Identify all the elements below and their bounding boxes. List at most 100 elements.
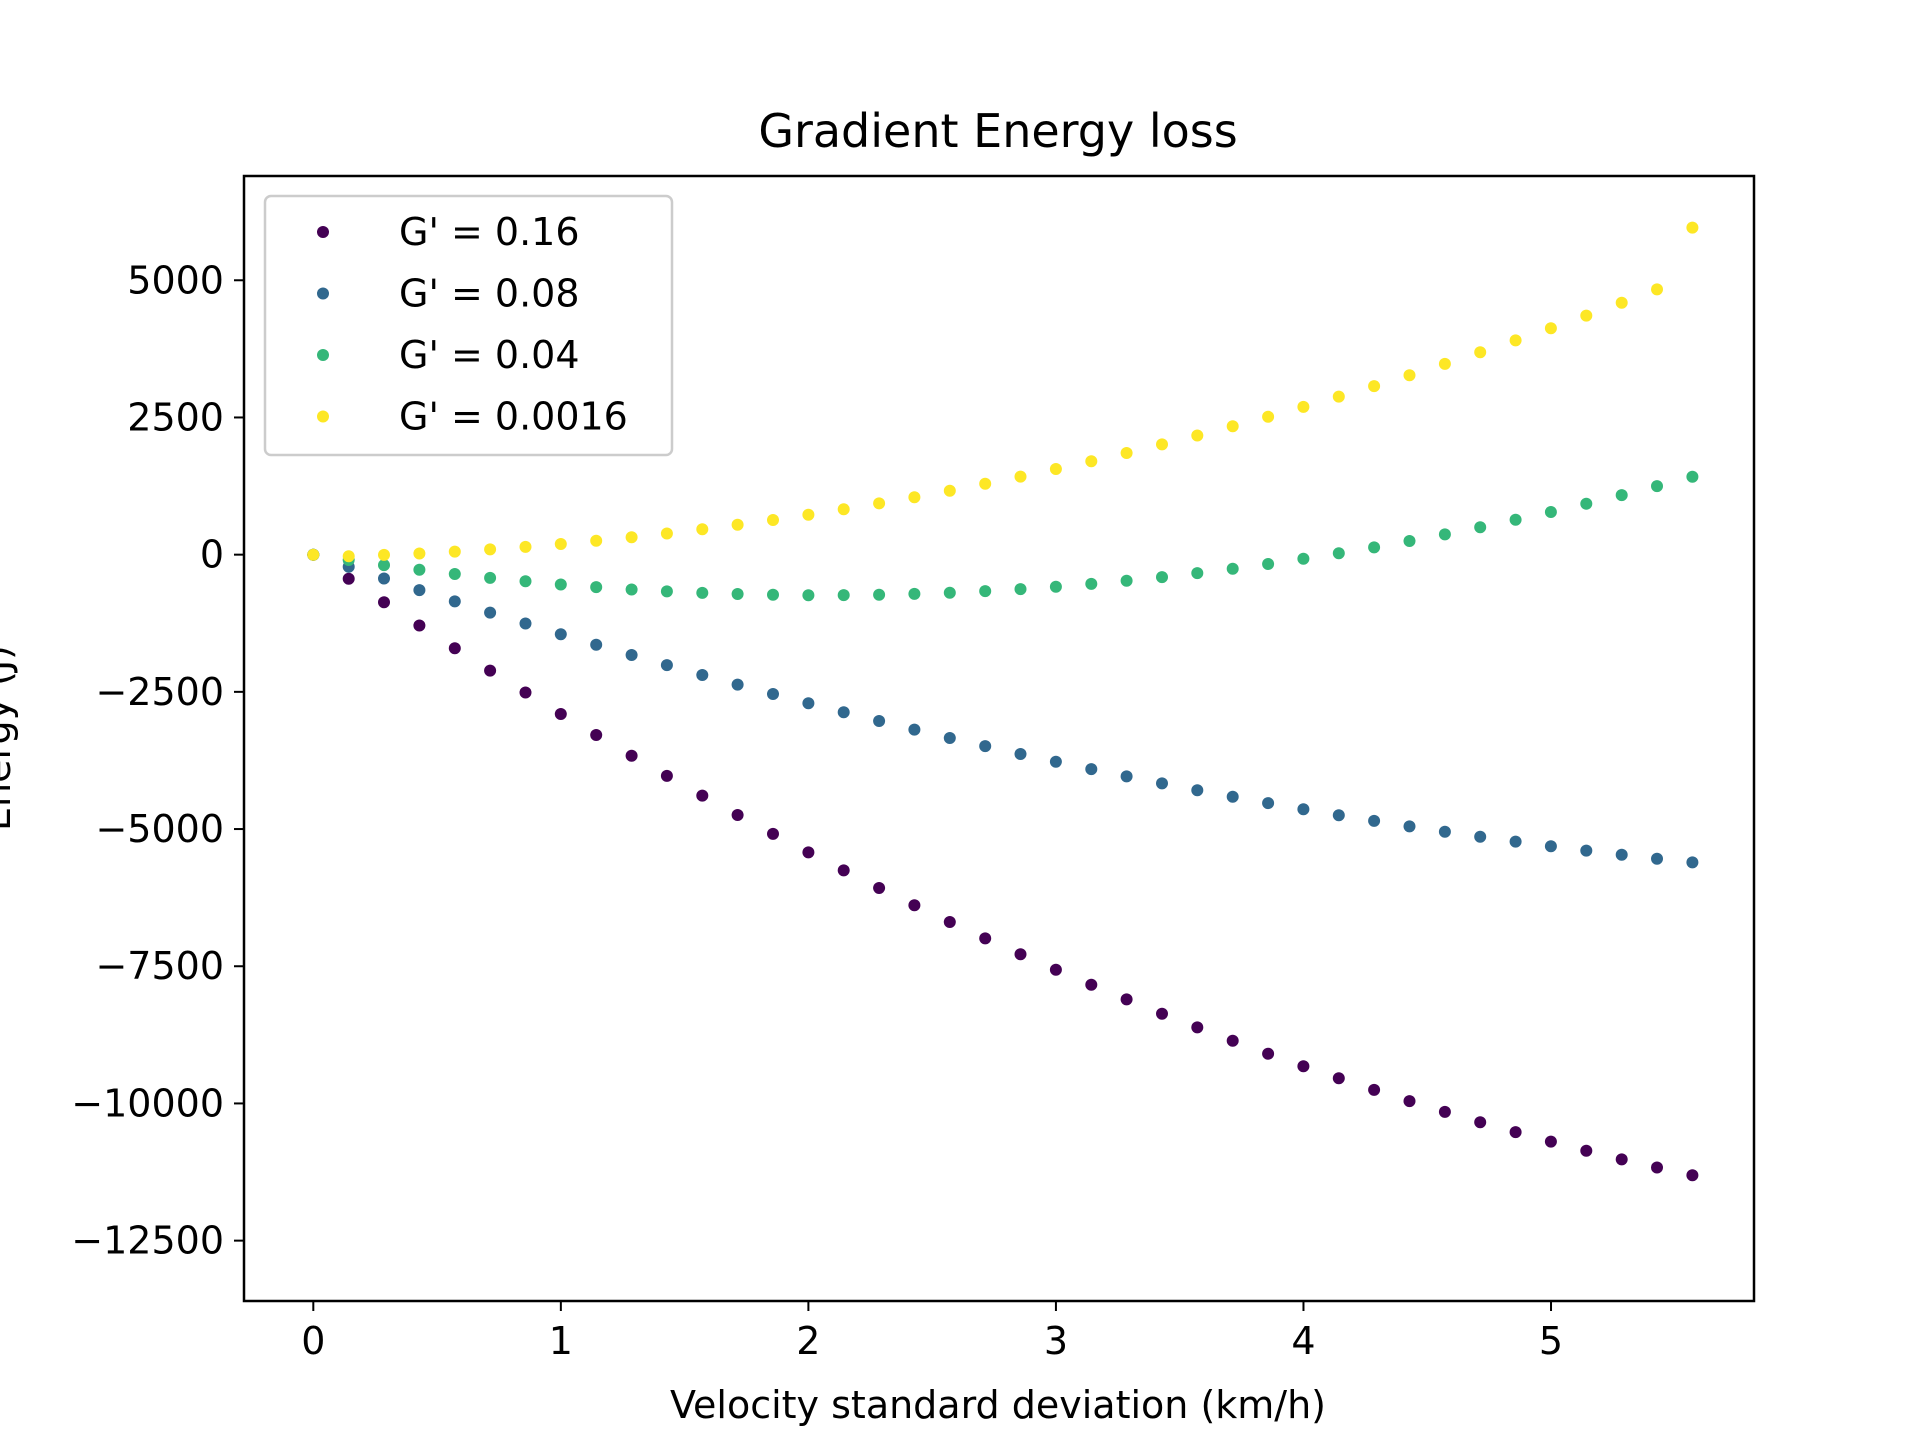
data-point — [1368, 814, 1381, 827]
data-point — [1686, 221, 1699, 234]
data-point — [660, 769, 673, 782]
data-point — [660, 527, 673, 540]
data-point — [378, 548, 390, 561]
data-point — [413, 547, 426, 560]
legend-marker — [317, 226, 329, 238]
data-point — [696, 586, 709, 599]
data-point — [908, 723, 921, 736]
data-point — [943, 732, 956, 744]
data-point — [943, 916, 956, 928]
data-point — [1474, 346, 1487, 359]
data-point — [590, 581, 603, 594]
data-point — [554, 708, 567, 720]
data-point — [1403, 369, 1416, 382]
data-point — [1368, 1083, 1381, 1096]
y-tick-label: −2500 — [95, 670, 224, 714]
data-point — [1085, 978, 1098, 991]
data-point — [625, 583, 638, 596]
data-point — [1580, 1144, 1593, 1157]
data-point — [1438, 528, 1451, 541]
data-point — [873, 882, 886, 894]
data-point — [1156, 438, 1168, 451]
data-point — [1085, 763, 1098, 776]
data-point — [519, 617, 532, 630]
x-axis-label: Velocity standard deviation (km/h) — [670, 1383, 1326, 1427]
data-point — [1438, 825, 1451, 838]
data-point — [1403, 535, 1416, 547]
y-axis-label: Energy (J) — [0, 645, 19, 831]
y-tick-label: −5000 — [95, 807, 224, 851]
data-point — [519, 575, 532, 588]
data-point — [378, 559, 390, 572]
data-point — [1544, 840, 1557, 853]
data-point — [1403, 820, 1416, 833]
data-point — [590, 534, 603, 547]
data-point — [767, 688, 779, 700]
data-point — [1580, 497, 1593, 510]
data-point — [554, 538, 567, 550]
data-point — [979, 740, 992, 753]
data-point — [1615, 848, 1628, 861]
data-point — [484, 571, 497, 584]
series-1 — [307, 548, 1699, 1182]
x-tick-label: 2 — [796, 1319, 820, 1363]
data-point — [731, 588, 744, 600]
data-point — [1262, 1047, 1275, 1060]
data-point — [802, 697, 815, 710]
data-point — [1191, 429, 1204, 442]
data-point — [448, 545, 461, 558]
data-point — [1297, 1060, 1310, 1073]
data-point — [1156, 1007, 1168, 1020]
data-point — [873, 497, 886, 510]
data-point — [378, 596, 390, 609]
data-point — [731, 678, 744, 691]
data-point — [1544, 322, 1557, 335]
data-point — [979, 477, 992, 490]
data-point — [1297, 552, 1310, 565]
x-axis: 0 1 2 3 4 5 — [301, 1301, 1563, 1363]
x-tick-label: 5 — [1539, 1319, 1563, 1363]
data-point — [413, 563, 426, 576]
legend: G' = 0.16 G' = 0.08 G' = 0.04 G' = 0.0016 — [263, 194, 674, 457]
data-point — [696, 789, 709, 802]
data-point — [342, 550, 355, 563]
data-point — [1226, 1034, 1239, 1047]
data-point — [1297, 400, 1310, 413]
data-point — [484, 664, 497, 677]
series-2 — [307, 548, 1699, 869]
data-point — [1014, 748, 1027, 760]
legend-marker — [317, 287, 329, 300]
data-point — [448, 595, 461, 608]
data-point — [1686, 856, 1699, 869]
data-point — [1332, 547, 1345, 560]
data-point — [1191, 567, 1204, 580]
legend-label: G' = 0.04 — [399, 333, 580, 377]
data-point — [554, 628, 567, 641]
data-point — [1226, 420, 1239, 433]
y-tick-label: −10000 — [71, 1081, 224, 1125]
data-point — [696, 669, 709, 681]
data-point — [802, 508, 815, 521]
data-point — [1403, 1095, 1416, 1108]
data-point — [1014, 470, 1027, 483]
data-point — [1226, 562, 1239, 575]
data-point — [1332, 809, 1345, 822]
data-point — [1615, 489, 1628, 502]
data-point — [1368, 541, 1381, 554]
data-point — [979, 932, 992, 945]
data-point — [767, 827, 779, 840]
data-point — [625, 531, 638, 544]
data-point — [1191, 1021, 1204, 1034]
legend-label: G' = 0.08 — [399, 272, 580, 316]
y-tick-label: 5000 — [127, 258, 224, 302]
data-point — [342, 572, 355, 585]
data-point — [1085, 455, 1098, 468]
y-tick-label: 2500 — [127, 395, 224, 439]
data-point — [660, 585, 673, 598]
data-point — [307, 548, 320, 561]
data-point — [837, 706, 850, 719]
data-point — [873, 588, 886, 601]
chart-title: Gradient Energy loss — [758, 104, 1237, 158]
data-point — [1438, 1105, 1451, 1118]
